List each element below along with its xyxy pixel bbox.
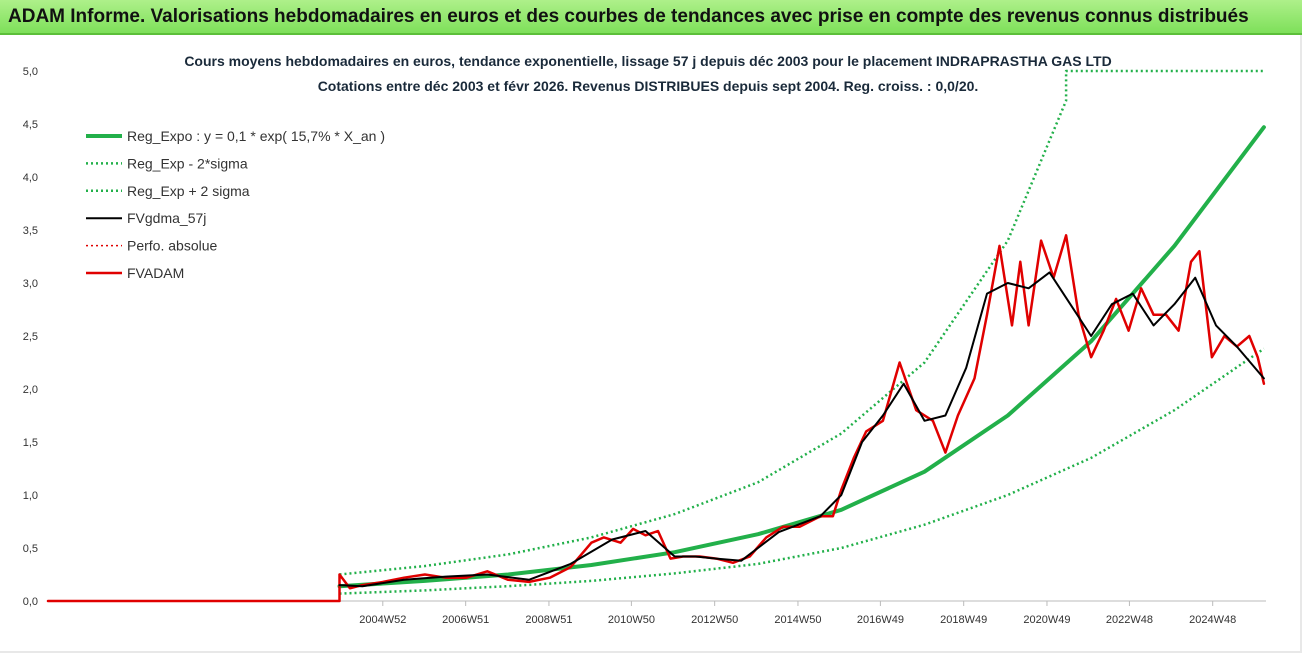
y-tick-label: 2,5 xyxy=(23,331,38,343)
legend-label: FVADAM xyxy=(127,265,184,281)
x-tick-label: 2008W51 xyxy=(525,614,572,626)
y-tick-label: 4,5 xyxy=(23,119,38,131)
x-tick-label: 2022W48 xyxy=(1106,614,1153,626)
line-chart: Cours moyens hebdomadaires en euros, ten… xyxy=(23,53,1266,626)
y-tick-label: 1,5 xyxy=(23,437,38,449)
legend-label: Perfo. absolue xyxy=(127,238,217,254)
y-tick-label: 4,0 xyxy=(23,172,38,184)
y-tick-label: 0,5 xyxy=(23,543,38,555)
series-line-2 xyxy=(339,69,1264,576)
legend-label: Reg_Exp - 2*sigma xyxy=(127,155,248,171)
chart-area: Cours moyens hebdomadaires en euros, ten… xyxy=(0,35,1302,653)
chart-title: Cours moyens hebdomadaires en euros, ten… xyxy=(184,53,1111,69)
y-tick-label: 2,0 xyxy=(23,384,38,396)
report-banner: ADAM Informe. Valorisations hebdomadaire… xyxy=(0,0,1302,35)
legend-label: Reg_Expo : y = 0,1 * exp( 15,7% * X_an ) xyxy=(127,128,385,144)
y-tick-label: 0,0 xyxy=(23,596,38,608)
x-tick-label: 2006W51 xyxy=(442,614,489,626)
y-tick-label: 1,0 xyxy=(23,490,38,502)
series-line-3 xyxy=(338,271,1265,588)
legend-label: Reg_Exp + 2 sigma xyxy=(127,183,250,199)
y-tick-label: 5,0 xyxy=(23,66,38,78)
x-tick-label: 2010W50 xyxy=(608,614,655,626)
y-tick-label: 3,5 xyxy=(23,225,38,237)
x-tick-label: 2024W48 xyxy=(1189,614,1236,626)
x-tick-label: 2014W50 xyxy=(774,614,821,626)
legend: Reg_Expo : y = 0,1 * exp( 15,7% * X_an )… xyxy=(86,128,385,281)
y-tick-label: 3,0 xyxy=(23,278,38,290)
x-tick-label: 2016W49 xyxy=(857,614,904,626)
legend-label: FVgdma_57j xyxy=(127,210,206,226)
x-tick-label: 2018W49 xyxy=(940,614,987,626)
x-tick-label: 2020W49 xyxy=(1023,614,1070,626)
series-line-0 xyxy=(337,125,1266,589)
series-line-1 xyxy=(339,347,1265,595)
series-line-5 xyxy=(46,234,1266,603)
x-axis: 2004W52 2006W51 2008W51 2010W50 2012W50 2014W… xyxy=(48,600,1266,626)
report-title: ADAM Informe. Valorisations hebdomadaire… xyxy=(8,6,1249,27)
plot-area xyxy=(46,69,1266,603)
chart-subtitle: Cotations entre déc 2003 et févr 2026. R… xyxy=(318,78,979,94)
y-axis: 0,0 0,5 1,0 1,5 2,0 2,5 3,0 3,5 4,0 4,5 5,0 xyxy=(23,66,38,608)
x-tick-label: 2004W52 xyxy=(359,614,406,626)
x-tick-label: 2012W50 xyxy=(691,614,738,626)
